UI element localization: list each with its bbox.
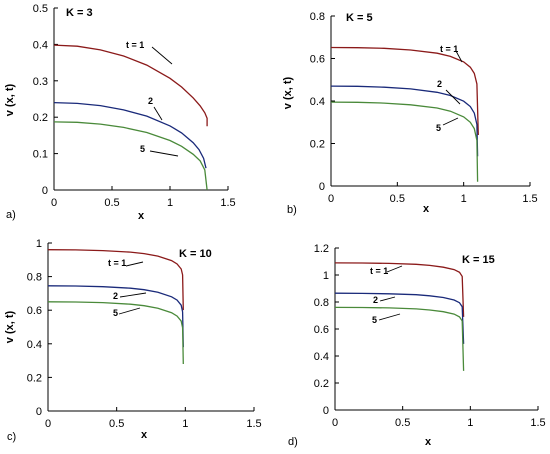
x-tick-label: 1 (182, 418, 188, 430)
x-axis-label: x (423, 203, 430, 215)
panel-a: 0 0.5 1 1.5 0 0.1 0.2 0.3 0.4 0.5 t = 1 2 5 K = 3 a) x v… (4, 3, 236, 222)
panel-letter: b) (287, 204, 297, 216)
y-axis-label: v (x, t) (4, 310, 16, 343)
y-tick-label: 0.8 (27, 272, 42, 284)
series-annotation: t = 1 (108, 258, 126, 268)
y-tick-label: 0.6 (310, 54, 325, 66)
y-tick-label: 0.4 (27, 339, 42, 351)
y-tick-label: 0.2 (314, 378, 329, 390)
annotation-leader (442, 117, 459, 126)
x-tick-label: 0 (332, 417, 338, 429)
y-tick-label: 0.2 (310, 139, 325, 151)
y-tick-label: 0 (42, 185, 48, 197)
series-line-1 (53, 44, 208, 127)
series-annotation: t = 1 (126, 40, 144, 50)
annotation-leader (118, 307, 141, 315)
y-tick-label: 0.4 (310, 96, 325, 108)
annotation-leader (153, 106, 163, 121)
series-annotation: 2 (148, 96, 153, 106)
series-annotation: 5 (372, 315, 377, 325)
series-line-1 (330, 46, 479, 136)
x-axis-label: x (138, 210, 145, 222)
panel-title: K = 10 (179, 248, 212, 260)
annotation-leader (386, 265, 403, 273)
panel-letter: c) (7, 431, 16, 443)
y-tick-label: 0.2 (33, 112, 48, 124)
panel-letter: d) (288, 436, 298, 448)
annotation-leader (125, 261, 144, 267)
x-tick-label: 0.5 (390, 193, 405, 205)
panel-title: K = 15 (462, 254, 495, 266)
annotation-leader (379, 296, 396, 302)
y-tick-label: 0.6 (314, 324, 329, 336)
y-tick-label: 0.3 (33, 76, 48, 88)
x-tick-label: 1.5 (246, 418, 261, 430)
y-tick-label: 0.8 (314, 297, 329, 309)
x-tick-label: 1 (167, 197, 173, 209)
series-line-3 (47, 301, 184, 365)
series-annotation: t = 1 (370, 266, 388, 276)
series-annotation: 2 (437, 79, 442, 89)
annotation-leader (119, 292, 147, 298)
panel-d: 0 0.5 1 1.5 0 0.2 0.4 0.6 0.8 1 1.2 t = 1 2 5 K = 15 d)… (288, 243, 546, 448)
x-axis-label: x (425, 436, 432, 448)
x-tick-label: 1 (461, 193, 467, 205)
annotation-leader (445, 89, 461, 105)
series-line-3 (334, 306, 465, 371)
x-tick-label: 0 (45, 418, 51, 430)
y-tick-label: 0.8 (310, 11, 325, 23)
x-tick-label: 1 (467, 417, 473, 429)
y-tick-label: 1 (36, 238, 42, 250)
y-tick-label: 1.2 (314, 243, 329, 255)
y-tick-label: 0.6 (27, 305, 42, 317)
series-line-1 (47, 249, 184, 311)
panel-letter: a) (6, 209, 16, 221)
y-tick-label: 0.4 (314, 351, 329, 363)
series-line-1 (334, 262, 465, 317)
series-line-3 (330, 101, 479, 182)
y-tick-label: 0 (323, 405, 329, 417)
panel-title: K = 3 (66, 7, 93, 19)
y-tick-label: 0.5 (33, 3, 48, 15)
panel-title: K = 5 (346, 12, 373, 24)
series-annotation: 5 (140, 144, 145, 154)
x-tick-label: 1.5 (220, 197, 235, 209)
x-tick-label: 0.5 (109, 418, 124, 430)
y-tick-label: 0 (319, 181, 325, 193)
series-line-3 (53, 121, 208, 191)
series-line-2 (334, 292, 465, 344)
x-tick-label: 0.5 (104, 197, 119, 209)
series-line-2 (47, 285, 184, 348)
annotation-leader (151, 46, 173, 65)
series-annotation: 2 (113, 291, 118, 301)
panel-b: 0 0.5 1 1.5 0 0.2 0.4 0.6 0.8 t = 1 2 5 K = 5 b) x v (x… (282, 11, 538, 216)
series-annotation: t = 1 (440, 44, 458, 54)
y-tick-label: 0 (36, 406, 42, 418)
y-tick-label: 0.4 (33, 39, 48, 51)
x-tick-label: 1.5 (530, 417, 545, 429)
series-line-2 (330, 85, 479, 157)
series-annotation: 2 (373, 295, 378, 305)
annotation-leader (378, 313, 401, 321)
annotation-leader (149, 150, 179, 157)
y-tick-label: 0.1 (33, 149, 48, 161)
x-tick-label: 0.5 (395, 417, 410, 429)
x-tick-label: 0 (51, 197, 57, 209)
y-axis-label: v (x, t) (4, 83, 16, 116)
series-annotation: 5 (436, 123, 441, 133)
x-tick-label: 0 (328, 193, 334, 205)
series-line-2 (53, 101, 207, 169)
x-axis-label: x (141, 429, 148, 441)
annotation-leader (455, 50, 463, 63)
y-axis-label: v (x, t) (282, 76, 294, 109)
panel-c: 0 0.5 1 1.5 0 0.2 0.4 0.6 0.8 1 t = 1 2 5 K = 10 c) x v … (4, 238, 262, 443)
y-tick-label: 0.2 (27, 372, 42, 384)
x-tick-label: 1.5 (522, 193, 537, 205)
series-annotation: 5 (113, 308, 118, 318)
y-tick-label: 1 (323, 270, 329, 282)
